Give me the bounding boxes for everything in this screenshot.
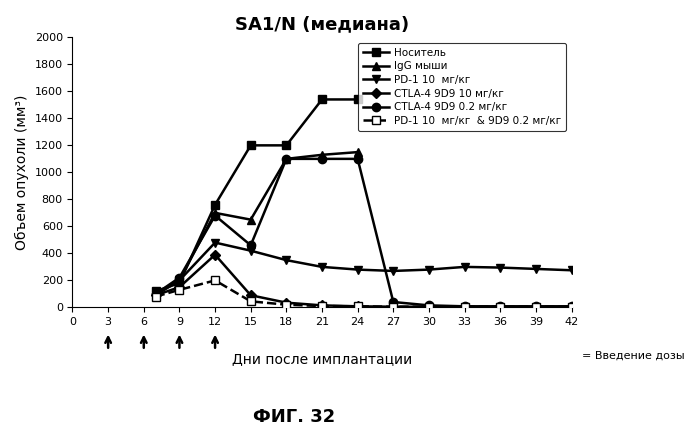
Носитель [354, 97, 362, 102]
PD-1 10  мг/кг  & 9D9 0.2 мг/кг [425, 304, 433, 309]
CTLA-4 9D9 0.2 мг/кг [318, 156, 326, 161]
CTLA-4 9D9 0.2 мг/кг [175, 275, 183, 280]
X-axis label: Дни после имплантации: Дни после имплантации [232, 352, 412, 366]
Носитель [318, 97, 326, 102]
CTLA-4 9D9 0.2 мг/кг [425, 303, 433, 308]
CTLA-4 9D9 10 мг/кг [175, 285, 183, 290]
PD-1 10  мг/кг  & 9D9 0.2 мг/кг [151, 294, 160, 299]
PD-1 10  мг/кг  & 9D9 0.2 мг/кг [282, 302, 290, 307]
CTLA-4 9D9 0.2 мг/кг [496, 304, 505, 309]
PD-1 10  мг/кг  & 9D9 0.2 мг/кг [246, 299, 255, 304]
IgG мыши [354, 150, 362, 155]
IgG мыши [282, 156, 290, 161]
PD-1 10  мг/кг [175, 278, 183, 283]
Title: SA1/N (медиана): SA1/N (медиана) [235, 15, 409, 33]
PD-1 10  мг/кг  & 9D9 0.2 мг/кг [211, 278, 219, 283]
CTLA-4 9D9 10 мг/кг [246, 293, 255, 298]
PD-1 10  мг/кг  & 9D9 0.2 мг/кг [532, 304, 540, 309]
IgG мыши [151, 291, 160, 296]
Line: CTLA-4 9D9 10 мг/кг: CTLA-4 9D9 10 мг/кг [152, 251, 575, 310]
PD-1 10  мг/кг [425, 267, 433, 272]
CTLA-4 9D9 0.2 мг/кг [211, 213, 219, 218]
CTLA-4 9D9 10 мг/кг [532, 304, 540, 309]
PD-1 10  мг/кг [318, 264, 326, 270]
Text: ФИГ. 32: ФИГ. 32 [253, 408, 335, 426]
PD-1 10  мг/кг  & 9D9 0.2 мг/кг [567, 304, 575, 309]
PD-1 10  мг/кг [282, 258, 290, 263]
CTLA-4 9D9 10 мг/кг [151, 293, 160, 298]
PD-1 10  мг/кг [211, 240, 219, 245]
PD-1 10  мг/кг  & 9D9 0.2 мг/кг [318, 304, 326, 309]
PD-1 10  мг/кг [389, 268, 398, 273]
PD-1 10  мг/кг  & 9D9 0.2 мг/кг [354, 304, 362, 309]
Носитель [151, 289, 160, 294]
CTLA-4 9D9 10 мг/кг [496, 304, 505, 309]
CTLA-4 9D9 0.2 мг/кг [389, 299, 398, 304]
CTLA-4 9D9 10 мг/кг [211, 252, 219, 257]
CTLA-4 9D9 10 мг/кг [389, 304, 398, 309]
PD-1 10  мг/кг [354, 267, 362, 272]
CTLA-4 9D9 0.2 мг/кг [567, 304, 575, 309]
Line: CTLA-4 9D9 0.2 мг/кг: CTLA-4 9D9 0.2 мг/кг [151, 155, 575, 310]
Носитель [246, 143, 255, 148]
PD-1 10  мг/кг [151, 293, 160, 298]
CTLA-4 9D9 0.2 мг/кг [246, 243, 255, 248]
Line: Носитель: Носитель [151, 95, 362, 295]
Носитель [282, 143, 290, 148]
CTLA-4 9D9 0.2 мг/кг [461, 304, 469, 309]
PD-1 10  мг/кг  & 9D9 0.2 мг/кг [461, 304, 469, 309]
CTLA-4 9D9 0.2 мг/кг [151, 291, 160, 296]
CTLA-4 9D9 10 мг/кг [318, 303, 326, 308]
CTLA-4 9D9 0.2 мг/кг [354, 156, 362, 161]
CTLA-4 9D9 0.2 мг/кг [282, 156, 290, 161]
Text: = Введение дозы: = Введение дозы [582, 351, 684, 361]
CTLA-4 9D9 10 мг/кг [425, 304, 433, 309]
CTLA-4 9D9 10 мг/кг [567, 304, 575, 309]
IgG мыши [318, 152, 326, 157]
CTLA-4 9D9 10 мг/кг [461, 304, 469, 309]
Line: PD-1 10  мг/кг  & 9D9 0.2 мг/кг: PD-1 10 мг/кг & 9D9 0.2 мг/кг [151, 276, 575, 311]
Носитель [211, 202, 219, 207]
PD-1 10  мг/кг  & 9D9 0.2 мг/кг [496, 304, 505, 309]
CTLA-4 9D9 10 мг/кг [354, 304, 362, 309]
CTLA-4 9D9 0.2 мг/кг [532, 304, 540, 309]
PD-1 10  мг/кг  & 9D9 0.2 мг/кг [389, 304, 398, 309]
Носитель [175, 280, 183, 286]
IgG мыши [211, 210, 219, 215]
Legend: Носитель, IgG мыши, PD-1 10  мг/кг, CTLA-4 9D9 10 мг/кг, CTLA-4 9D9 0.2 мг/кг, P: Носитель, IgG мыши, PD-1 10 мг/кг, CTLA-… [358, 43, 566, 131]
PD-1 10  мг/кг  & 9D9 0.2 мг/кг [175, 287, 183, 292]
PD-1 10  мг/кг [532, 266, 540, 271]
CTLA-4 9D9 10 мг/кг [282, 300, 290, 305]
Y-axis label: Объем опухоли (мм³): Объем опухоли (мм³) [15, 95, 29, 250]
IgG мыши [175, 278, 183, 283]
PD-1 10  мг/кг [461, 264, 469, 270]
IgG мыши [246, 217, 255, 222]
Line: PD-1 10  мг/кг: PD-1 10 мг/кг [151, 238, 575, 299]
PD-1 10  мг/кг [246, 248, 255, 253]
Line: IgG мыши: IgG мыши [151, 148, 362, 298]
PD-1 10  мг/кг [567, 268, 575, 273]
PD-1 10  мг/кг [496, 265, 505, 270]
